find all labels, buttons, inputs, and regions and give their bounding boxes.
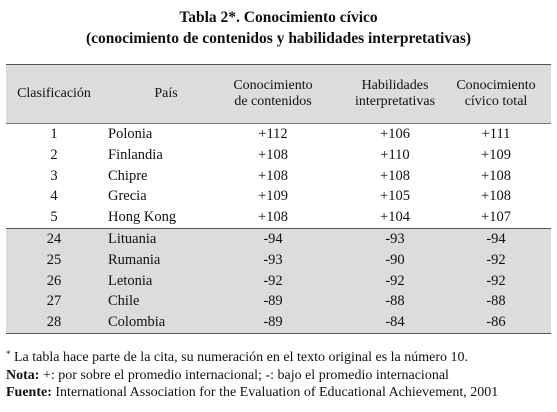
- table-subtitle: (conocimiento de contenidos y habilidade…: [85, 30, 472, 47]
- skills-cell: +110: [380, 146, 410, 163]
- header-total-line1: Conocimiento: [456, 78, 536, 93]
- header-rank-label: Clasificación: [17, 86, 91, 101]
- table-row: 2 Finlandia +108 +110 +109: [6, 145, 551, 166]
- skills-cell: +105: [380, 188, 410, 205]
- header-skills-line2: interpretativas: [354, 94, 436, 109]
- header-total-line2: cívico total: [464, 94, 528, 109]
- header-country-label: País: [154, 86, 178, 101]
- content-cell: -89: [263, 314, 283, 331]
- content-cell: +108: [258, 209, 288, 226]
- table-row: 26 Letonia -92 -92 -92: [6, 271, 551, 292]
- content-cell: +108: [258, 167, 288, 184]
- country-cell: Hong Kong: [108, 209, 177, 226]
- rank-cell: 1: [50, 126, 58, 142]
- header-content-line1: Conocimiento: [233, 78, 313, 93]
- country-cell: Lituania: [108, 230, 157, 247]
- rank-cell: 5: [50, 209, 58, 226]
- total-cell: +107: [481, 209, 511, 226]
- rank-cell: 24: [46, 230, 62, 247]
- skills-cell: -92: [385, 272, 405, 289]
- table-row: 4 Grecia +109 +105 +108: [6, 186, 551, 207]
- rank-cell: 2: [50, 146, 58, 163]
- nota-line: Nota: +: por sobre el promedio internaci…: [6, 367, 551, 385]
- country-cell: Grecia: [108, 188, 147, 205]
- skills-cell: -93: [385, 230, 405, 247]
- skills-cell: +108: [380, 167, 410, 184]
- country-cell: Letonia: [108, 272, 153, 289]
- bottom-ranked-group: 24 Lituania -94 -93 -94 25 Rumania -93 -…: [6, 227, 551, 333]
- content-cell: +109: [258, 188, 288, 205]
- total-cell: +111: [481, 126, 511, 142]
- skills-cell: -84: [385, 314, 405, 331]
- content-cell: +108: [258, 146, 288, 163]
- rank-cell: 26: [46, 272, 62, 289]
- table-row: 3 Chipre +108 +108 +108: [6, 166, 551, 187]
- total-cell: +108: [481, 188, 511, 205]
- table-row: 24 Lituania -94 -93 -94: [6, 229, 551, 250]
- footnote: * La tabla hace parte de la cita, su num…: [6, 346, 551, 367]
- header-total-civic: Conocimiento cívico total: [440, 65, 552, 123]
- footnote-text: La tabla hace parte de la cita, su numer…: [10, 350, 469, 365]
- total-cell: -92: [486, 272, 506, 289]
- table-header: Clasificación País Conocimiento de conte…: [6, 65, 551, 124]
- header-country: País: [116, 65, 216, 123]
- table-row: 28 Colombia -89 -84 -86: [6, 312, 551, 333]
- table-title: Tabla 2*. Conocimiento cívico: [179, 9, 378, 26]
- table-row: 25 Rumania -93 -90 -92: [6, 250, 551, 271]
- rank-cell: 25: [46, 251, 62, 268]
- table-notes: * La tabla hace parte de la cita, su num…: [6, 346, 551, 402]
- content-cell: -89: [263, 293, 283, 310]
- fuente-text: International Association for the Evalua…: [51, 385, 499, 401]
- skills-cell: +104: [380, 209, 410, 226]
- content-cell: -93: [263, 251, 283, 268]
- skills-cell: +106: [380, 126, 410, 142]
- country-cell: Chipre: [108, 167, 148, 184]
- total-cell: -86: [486, 314, 506, 331]
- table-row: 27 Chile -89 -88 -88: [6, 291, 551, 312]
- country-cell: Chile: [108, 293, 140, 310]
- table-row: 5 Hong Kong +108 +104 +107: [6, 207, 551, 228]
- country-cell: Finlandia: [108, 146, 163, 163]
- footnote-mark: *: [6, 349, 11, 359]
- total-cell: -94: [486, 230, 506, 247]
- skills-cell: -88: [385, 293, 405, 310]
- total-cell: -88: [486, 293, 506, 310]
- total-cell: -92: [486, 251, 506, 268]
- header-interpretive-skills: Habilidades interpretativas: [338, 65, 452, 123]
- rank-cell: 27: [46, 293, 62, 310]
- content-cell: -92: [263, 272, 283, 289]
- header-skills-line1: Habilidades: [361, 78, 429, 93]
- nota-text: +: por sobre el promedio internacional; …: [39, 367, 449, 383]
- rank-cell: 3: [50, 167, 58, 184]
- content-cell: +112: [258, 126, 288, 142]
- nota-label: Nota:: [6, 367, 40, 383]
- skills-cell: -90: [385, 251, 405, 268]
- header-content-line2: de contenidos: [234, 94, 312, 109]
- header-rank: Clasificación: [8, 65, 100, 123]
- country-cell: Polonia: [108, 126, 153, 142]
- table-row: 1 Polonia +112 +106 +111: [6, 124, 551, 145]
- top-ranked-group: 1 Polonia +112 +106 +111 2 Finlandia +10…: [6, 124, 551, 228]
- content-cell: -94: [263, 230, 283, 247]
- total-cell: +109: [481, 146, 511, 163]
- rank-cell: 28: [46, 314, 62, 331]
- civic-knowledge-table: Clasificación País Conocimiento de conte…: [6, 64, 551, 334]
- header-content-knowledge: Conocimiento de contenidos: [220, 65, 326, 123]
- country-cell: Colombia: [108, 314, 166, 331]
- total-cell: +108: [481, 167, 511, 184]
- rank-cell: 4: [50, 188, 58, 205]
- fuente-line: Fuente: International Association for th…: [6, 384, 551, 402]
- country-cell: Rumania: [108, 251, 161, 268]
- fuente-label: Fuente:: [6, 385, 52, 401]
